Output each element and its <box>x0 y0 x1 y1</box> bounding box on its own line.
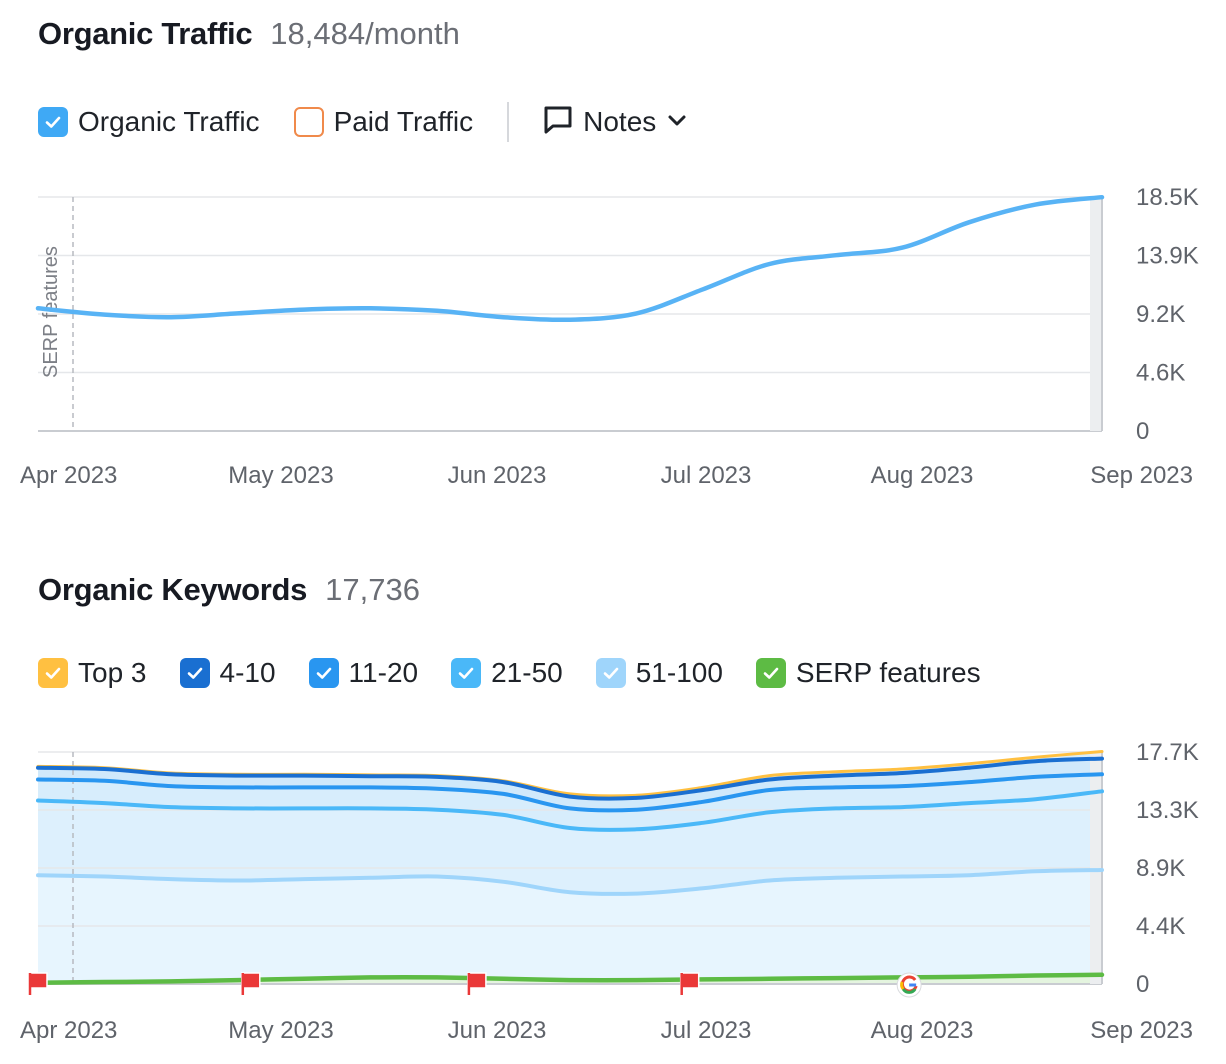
traffic-range-handle[interactable] <box>1090 197 1102 431</box>
traffic-x-tick: Sep 2023 <box>1090 462 1193 489</box>
organic-traffic-header: Organic Traffic 18,484/month <box>38 16 460 52</box>
organic-traffic-title: Organic Traffic <box>38 16 253 51</box>
legend-11-20-label: 11-20 <box>348 657 419 688</box>
line-21-50[interactable] <box>36 789 1104 832</box>
traffic-x-tick: May 2023 <box>228 462 333 489</box>
checked-checkbox-icon <box>308 658 339 688</box>
traffic-y-tick: 18.5K <box>1136 184 1199 211</box>
keywords-x-tick: Jul 2023 <box>661 1017 752 1044</box>
checked-checkbox-icon <box>38 107 68 137</box>
legend-4-10-checkbox[interactable]: 4-10 <box>179 657 276 689</box>
checked-checkbox-icon <box>179 658 210 688</box>
legend-organic-traffic-label: Organic Traffic <box>78 106 260 137</box>
checked-checkbox-icon <box>595 658 626 688</box>
checked-checkbox-icon <box>755 658 786 688</box>
note-flag-icon[interactable] <box>28 972 48 995</box>
checked-checkbox-icon <box>38 658 68 688</box>
keywords-y-tick: 8.9K <box>1136 855 1185 882</box>
keywords-y-tick: 17.7K <box>1136 739 1199 766</box>
legend-51-100-label: 51-100 <box>635 657 723 688</box>
keywords-x-tick: Apr 2023 <box>20 1017 117 1044</box>
line-11-20[interactable] <box>36 772 1104 813</box>
keywords-x-tick: Sep 2023 <box>1090 1017 1193 1044</box>
legend-paid-traffic-checkbox[interactable]: Paid Traffic <box>293 106 474 138</box>
legend-11-20-checkbox[interactable]: 11-20 <box>308 657 419 689</box>
note-icon <box>543 105 573 140</box>
legend-serp-features-label: SERP features <box>795 657 981 688</box>
organic-keywords-legend: Top 3 4-10 11-20 21-50 51-100 SERP features <box>38 657 1014 689</box>
keywords-x-tick: Jun 2023 <box>448 1017 547 1044</box>
legend-21-50-checkbox[interactable]: 21-50 <box>451 657 563 689</box>
organic-keywords-title: Organic Keywords <box>38 572 308 607</box>
organic-traffic-value: 18,484/month <box>270 16 460 51</box>
line-serp-features[interactable] <box>35 972 1105 985</box>
serp-features-axis-label: SERP features <box>40 246 62 378</box>
legend-4-10-label: 4-10 <box>219 657 276 688</box>
organic-traffic-chart: 18.5K 13.9K 9.2K 4.6K 0 Apr 2023 May 2023 Jun 2… <box>20 184 1199 489</box>
keywords-y-tick: 0 <box>1136 971 1149 998</box>
note-flag-icon[interactable] <box>241 972 261 995</box>
area-51-100 <box>38 870 1102 984</box>
legend-51-100-checkbox[interactable]: 51-100 <box>595 657 723 689</box>
unchecked-checkbox-icon <box>293 107 324 137</box>
legend-paid-traffic-label: Paid Traffic <box>333 106 474 137</box>
area-serp-features <box>38 974 1102 984</box>
traffic-y-tick: 0 <box>1136 418 1149 445</box>
notes-label: Notes <box>583 106 657 137</box>
traffic-x-tick: Apr 2023 <box>20 462 117 489</box>
legend-top-3-checkbox[interactable]: Top 3 <box>38 657 147 689</box>
keywords-range-handle[interactable] <box>1090 752 1102 984</box>
keywords-y-tick: 4.4K <box>1136 913 1185 940</box>
notes-dropdown-button[interactable]: Notes <box>543 105 688 140</box>
legend-21-50-label: 21-50 <box>491 657 563 688</box>
organic-keywords-header: Organic Keywords 17,736 <box>38 572 420 608</box>
legend-top-3-label: Top 3 <box>78 657 147 688</box>
note-flag-icon[interactable] <box>679 972 700 995</box>
traffic-x-tick: Jun 2023 <box>448 462 547 489</box>
organic-keywords-value: 17,736 <box>325 572 420 607</box>
checked-checkbox-icon <box>451 658 482 688</box>
organic-traffic-line[interactable] <box>35 194 1105 323</box>
note-flag-icon[interactable] <box>467 972 487 995</box>
keywords-y-tick: 13.3K <box>1136 797 1199 824</box>
traffic-y-tick: 9.2K <box>1136 301 1185 328</box>
keywords-x-tick: May 2023 <box>228 1017 333 1044</box>
organic-keywords-chart: 17.7K 13.3K 8.9K 4.4K 0 Apr 2023 May 2023 Jun 2… <box>20 739 1199 1044</box>
line-51-100[interactable] <box>36 868 1104 896</box>
traffic-y-tick: 13.9K <box>1136 243 1199 270</box>
traffic-x-tick: Jul 2023 <box>661 462 752 489</box>
legend-organic-traffic-checkbox[interactable]: Organic Traffic <box>38 106 260 138</box>
traffic-x-tick: Aug 2023 <box>871 462 974 489</box>
keywords-x-tick: Aug 2023 <box>871 1017 974 1044</box>
line-4-10[interactable] <box>36 756 1104 801</box>
chevron-down-icon <box>666 109 688 136</box>
legend-serp-features-checkbox[interactable]: SERP features <box>755 657 981 689</box>
google-update-icon[interactable] <box>896 972 922 998</box>
legend-divider <box>507 102 510 142</box>
traffic-y-tick: 4.6K <box>1136 360 1185 387</box>
organic-traffic-legend: Organic Traffic Paid Traffic Notes <box>38 102 688 142</box>
